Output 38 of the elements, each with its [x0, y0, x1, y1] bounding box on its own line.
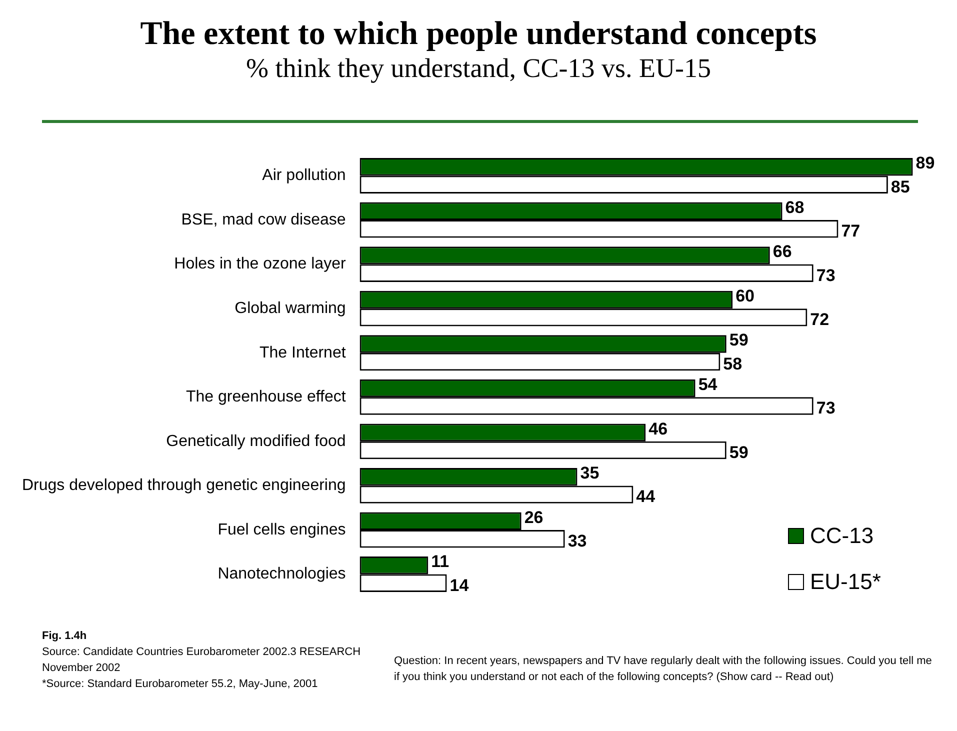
caption: Fig. 1.4h	[42, 629, 88, 644]
legend-label: CC-13	[810, 523, 874, 549]
data-label: 60	[736, 286, 755, 306]
y-tick-label: Fuel cells engines	[218, 521, 346, 538]
data-label: 77	[841, 222, 860, 241]
y-tick-label: Genetically modified food	[166, 432, 346, 450]
y-tick-label: Drugs developed through genetic engineering	[22, 477, 346, 494]
data-label: 68	[785, 198, 804, 217]
text: *Source: Standard Eurobarometer 55.2, May-June, 2001	[42, 677, 319, 692]
data-label: 46	[648, 419, 668, 438]
y-tick-label: Global warming	[234, 300, 346, 317]
text: EU-15*	[810, 569, 881, 595]
data-label: 54	[698, 374, 718, 394]
data-label: 14	[450, 576, 470, 595]
y-tick-label: Holes in the ozone layer	[174, 256, 346, 273]
data-label: 73	[816, 398, 836, 418]
text: Question: In recent years, newspapers and TV have regularly dealt with the following issues. Could you tell me if you think you understand or not each of the following concepts? (Show card -- Read out)	[394, 654, 933, 685]
y-tick-label: The greenhouse effect	[186, 388, 346, 406]
source-note: Source: Candidate Countries Eurobarometer 2002.3 RESEARCH November 2002	[42, 645, 362, 676]
data-label: 58	[723, 354, 742, 374]
data-label: 89	[916, 154, 935, 173]
y-tick-label: BSE, mad cow disease	[181, 211, 346, 228]
data-label: 73	[816, 266, 836, 285]
data-label: 26	[524, 508, 544, 527]
y-tick-label: Nanotechnologies	[218, 566, 346, 583]
y-tick-label: Air pollution	[262, 167, 346, 184]
chart-subtitle: % think they understand, CC-13 vs. EU-15	[245, 53, 712, 84]
data-label: 44	[636, 487, 656, 506]
data-label: 66	[772, 242, 792, 262]
data-label: 33	[568, 532, 587, 551]
data-label: 11	[431, 552, 450, 572]
y-tick-label: The Internet	[260, 344, 346, 362]
chart-title: The extent to which people understand concepts	[139, 15, 818, 53]
data-label: 85	[890, 177, 910, 196]
data-label: 72	[810, 310, 830, 330]
data-label: 35	[580, 464, 600, 483]
data-label: 59	[729, 442, 748, 462]
data-label: 59	[729, 330, 748, 350]
